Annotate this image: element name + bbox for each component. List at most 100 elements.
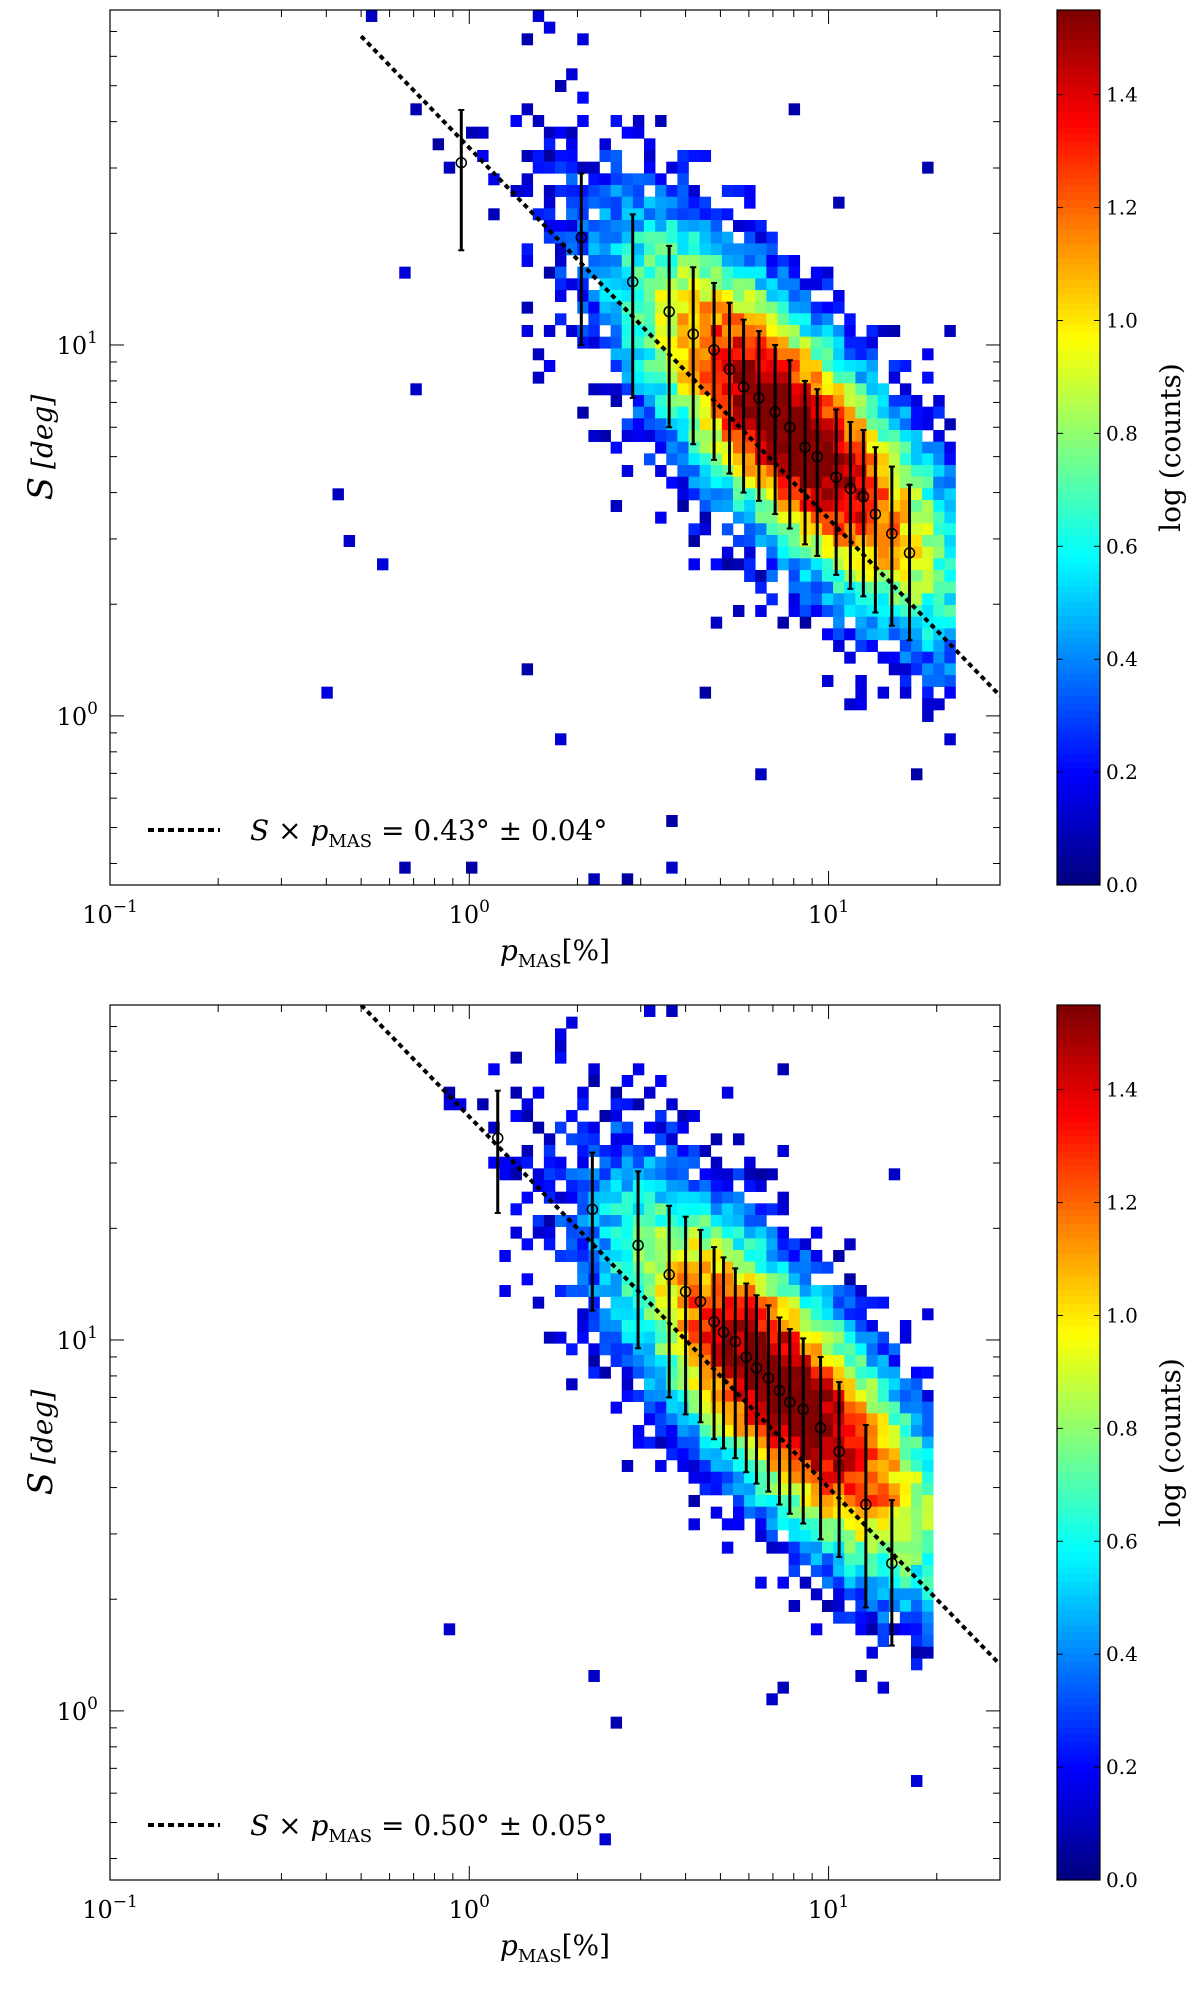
heatmap-cell <box>721 1238 734 1251</box>
heatmap-cell <box>922 523 934 536</box>
heatmap-cell <box>577 266 589 279</box>
heatmap-cell <box>822 1518 834 1531</box>
heatmap-cell <box>888 360 901 372</box>
colorbar-step <box>1057 680 1100 689</box>
heatmap-cell <box>599 1273 611 1286</box>
heatmap-cell <box>855 1565 867 1577</box>
heatmap-cell <box>588 1121 600 1134</box>
heatmap-cell <box>911 593 923 606</box>
colorbar-step <box>1057 724 1100 733</box>
heatmap-cell <box>655 1250 667 1262</box>
heatmap-cell <box>788 1273 801 1286</box>
heatmap-cell <box>933 523 945 536</box>
y-axis-title: S[deg] <box>21 1390 61 1496</box>
heatmap-cell <box>733 1378 745 1391</box>
heatmap-cell <box>844 1436 856 1449</box>
heatmap-cell <box>922 1635 934 1647</box>
heatmap-cell <box>555 1168 567 1181</box>
heatmap-cell <box>688 476 700 489</box>
heatmap-cell <box>610 161 623 174</box>
heatmap-cell <box>833 628 845 641</box>
heatmap-cell <box>721 1308 734 1321</box>
heatmap-cell <box>810 1553 823 1566</box>
heatmap-cell <box>721 1390 734 1402</box>
heatmap-cell <box>944 418 956 431</box>
colorbar-step <box>1057 1012 1100 1021</box>
heatmap-cell <box>655 1156 667 1169</box>
heatmap-cell <box>666 1425 678 1437</box>
heatmap-cell <box>699 1378 712 1391</box>
heatmap-cell <box>888 1565 901 1577</box>
heatmap-cell <box>644 1145 656 1157</box>
heatmap-cell <box>644 371 656 384</box>
heatmap-cell <box>766 1483 778 1496</box>
heatmap-cell <box>555 1331 567 1344</box>
heatmap-cell <box>911 511 923 524</box>
colorbar-step <box>1057 688 1100 696</box>
heatmap-cell <box>855 360 867 372</box>
heatmap-cell <box>799 1506 812 1519</box>
heatmap-cell <box>744 453 756 466</box>
heatmap-cell <box>866 570 878 582</box>
colorbar-step <box>1057 389 1100 397</box>
heatmap-cell <box>888 1378 901 1391</box>
heatmap-cell <box>532 10 545 22</box>
heatmap-cell <box>899 686 912 699</box>
heatmap-cell <box>688 231 700 244</box>
heatmap-cell <box>644 1156 656 1169</box>
heatmap-cell <box>655 1308 667 1321</box>
heatmap-cell <box>610 231 623 244</box>
heatmap-cell <box>621 1075 634 1087</box>
heatmap-cell <box>655 266 667 279</box>
heatmap-cell <box>922 1600 934 1612</box>
heatmap-cell <box>777 1366 789 1379</box>
heatmap-cell <box>677 1355 689 1367</box>
heatmap-cell <box>866 1530 878 1542</box>
heatmap-cell <box>855 628 867 641</box>
heatmap-cell <box>744 1261 756 1274</box>
colorbar-step <box>1057 841 1100 850</box>
heatmap-cell <box>610 266 623 279</box>
heatmap-cell <box>888 663 901 676</box>
heatmap-cell <box>655 336 667 349</box>
heatmap-cell <box>744 1226 756 1239</box>
heatmap-cell <box>577 1168 589 1181</box>
heatmap-cell <box>666 1180 678 1192</box>
binned-point <box>844 482 857 495</box>
colorbar-tick-label: 0.2 <box>1106 760 1138 784</box>
heatmap-cell <box>666 406 678 419</box>
colorbar-step <box>1057 1289 1100 1298</box>
heatmap-cell <box>888 535 901 547</box>
binned-point <box>762 1372 775 1384</box>
heatmap-cell <box>810 1506 823 1519</box>
heatmap-cell <box>799 301 812 314</box>
heatmap-cell <box>721 1425 734 1437</box>
heatmap-cell <box>666 861 678 874</box>
heatmap-cell <box>755 1530 767 1542</box>
colorbar-step <box>1057 1384 1100 1392</box>
axis-ticks <box>109 1004 1001 1880</box>
heatmap-cell <box>777 1273 789 1286</box>
heatmap-cell <box>466 861 478 874</box>
heatmap-cell <box>766 1285 778 1297</box>
heatmap-cell <box>944 686 956 699</box>
heatmap-cell <box>532 1086 545 1099</box>
heatmap-cell <box>521 1238 534 1251</box>
heatmap-cell <box>755 231 767 244</box>
heatmap-cell <box>610 1273 623 1286</box>
heatmap-cell <box>666 1413 678 1426</box>
heatmap-cell <box>510 1226 522 1239</box>
heatmap-cell <box>844 1296 856 1309</box>
heatmap-cell <box>599 1238 611 1251</box>
heatmap-cell <box>877 1425 890 1437</box>
heatmap-cell <box>566 1133 578 1146</box>
heatmap-cell <box>632 185 645 197</box>
heatmap-cell <box>721 1518 734 1531</box>
colorbar-step <box>1057 381 1100 390</box>
heatmap-cell <box>721 1250 734 1262</box>
colorbar-step <box>1057 658 1100 667</box>
heatmap-cell <box>733 1261 745 1274</box>
heatmap-cell <box>877 1436 890 1449</box>
heatmap-cell <box>655 313 667 326</box>
heatmap-cell <box>621 1145 634 1157</box>
